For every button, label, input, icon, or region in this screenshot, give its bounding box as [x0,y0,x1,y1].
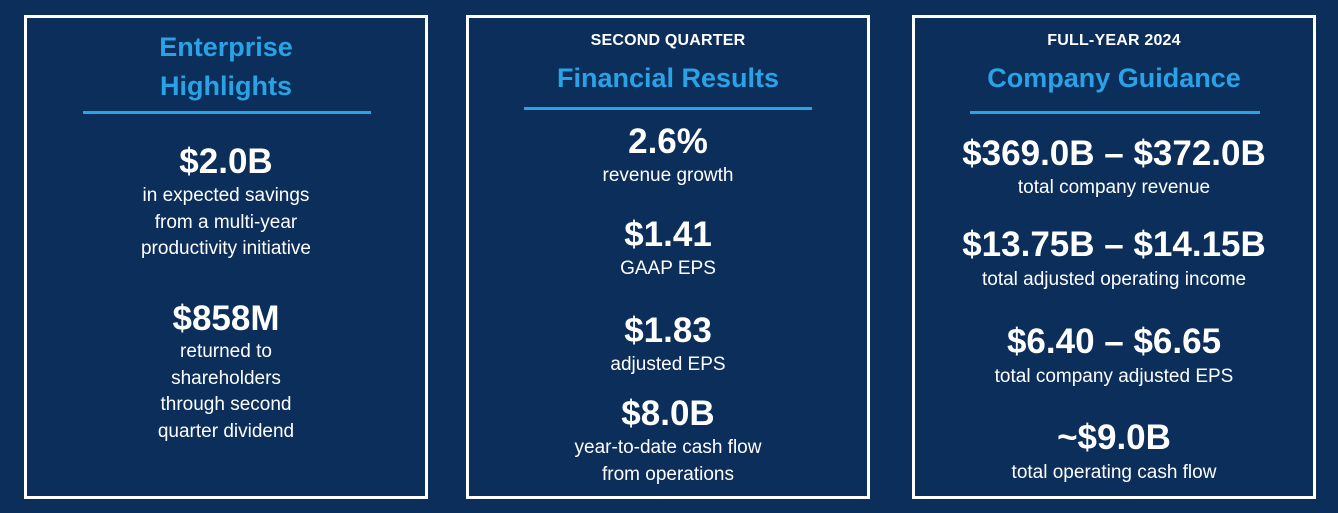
title-underline [524,107,812,110]
metric-desc-line: through second [160,394,292,415]
metric-desc-line: returned to [180,341,272,362]
metric-desc-line: quarter dividend [157,421,295,442]
metric-value: $1.83 [624,311,712,350]
metric-value: 2.6% [628,122,708,161]
title-underline [83,111,371,114]
metric-desc-line: productivity initiative [140,238,312,259]
metric-desc-line: shareholders [171,368,281,389]
metric-value: $8.0B [621,394,715,433]
panel-eyebrow: FULL-YEAR 2024 [1047,32,1181,49]
metric-desc-line: total company adjusted EPS [994,366,1234,387]
metric-desc-line: total operating cash flow [1011,462,1217,483]
metric-desc-line: in expected savings [142,185,310,206]
metric-value: $369.0B – $372.0B [962,134,1266,173]
metric-desc-line: total adjusted operating income [981,269,1247,290]
metric-value: $2.0B [179,142,273,181]
metric-value: ~$9.0B [1057,418,1171,457]
panel-title-line1: Enterprise [159,32,293,62]
panel-title-line2: Highlights [160,71,292,101]
metric-desc-line: total company revenue [1017,177,1211,198]
metric-desc-line: from operations [601,464,734,485]
metric-desc-line: from a multi-year [154,212,298,233]
enterprise-highlights-panel: Enterprise Highlights $2.0B in expected … [24,15,428,499]
panel-title: Company Guidance [987,63,1241,93]
metric-desc-line: revenue growth [602,165,734,186]
title-underline [970,111,1260,114]
metric-desc-line: GAAP EPS [620,258,716,279]
metric-value: $6.40 – $6.65 [1006,322,1222,361]
company-guidance-panel: FULL-YEAR 2024 Company Guidance $369.0B … [912,15,1316,499]
panel-eyebrow: SECOND QUARTER [590,32,746,49]
metric-desc-line: year-to-date cash flow [574,437,762,458]
panel-title: Financial Results [556,63,780,93]
metric-value: $858M [172,299,280,338]
financial-results-panel: SECOND QUARTER Financial Results 2.6% re… [466,15,870,499]
metric-value: $13.75B – $14.15B [962,225,1266,264]
metric-desc-line: adjusted EPS [610,354,726,375]
metric-value: $1.41 [624,215,712,254]
